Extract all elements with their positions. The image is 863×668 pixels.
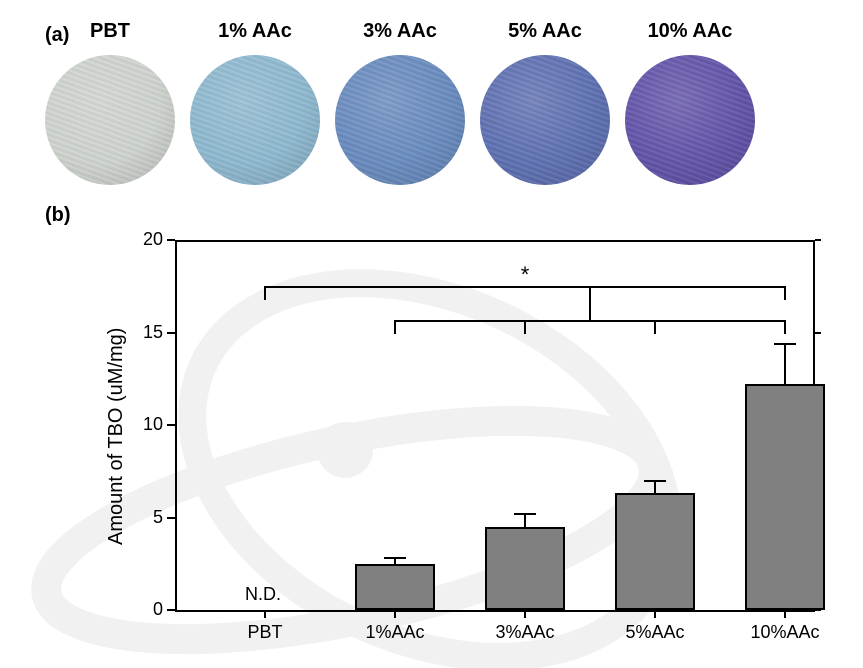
y-tick: [167, 332, 175, 334]
significance-drop: [654, 320, 656, 334]
significance-drop: [264, 286, 266, 300]
sample-swatch: [45, 55, 175, 185]
error-bar: [784, 344, 786, 385]
significance-drop: [784, 320, 786, 334]
x-tick: [784, 610, 786, 618]
x-tick-label: 10%AAc: [730, 622, 840, 643]
significance-riser: [589, 286, 591, 320]
x-tick: [524, 610, 526, 618]
significance-star: *: [515, 262, 535, 288]
bar-chart: 05101520Amount of TBO (uM/mg)PBTN.D.1%AA…: [175, 240, 815, 610]
y-tick: [167, 609, 175, 611]
x-tick-label: PBT: [210, 622, 320, 643]
bar: [355, 564, 435, 610]
nd-label: N.D.: [245, 584, 281, 605]
x-tick: [264, 610, 266, 618]
error-bar: [654, 481, 656, 494]
sample-swatch: [190, 55, 320, 185]
x-axis: [175, 610, 815, 612]
error-bar: [524, 514, 526, 527]
bar: [485, 527, 565, 610]
sample-swatch: [335, 55, 465, 185]
swatch-label: PBT: [40, 20, 180, 43]
y-tick-right: [815, 332, 821, 334]
x-tick: [394, 610, 396, 618]
y-axis-title: Amount of TBO (uM/mg): [105, 328, 128, 545]
y-tick: [167, 517, 175, 519]
significance-bracket: [395, 320, 785, 322]
swatch-label: 3% AAc: [330, 20, 470, 43]
swatch-label: 10% AAc: [620, 20, 760, 43]
y-tick: [167, 424, 175, 426]
x-tick-label: 1%AAc: [340, 622, 450, 643]
error-cap: [774, 343, 796, 345]
error-cap: [514, 513, 536, 515]
bar: [615, 493, 695, 610]
y-tick: [167, 239, 175, 241]
y-tick-label: 5: [127, 507, 163, 528]
y-tick-label: 10: [127, 414, 163, 435]
significance-drop: [394, 320, 396, 334]
significance-drop: [524, 320, 526, 334]
y-tick-label: 15: [127, 322, 163, 343]
error-cap: [384, 557, 406, 559]
error-cap: [644, 480, 666, 482]
y-tick-label: 20: [127, 229, 163, 250]
significance-drop: [784, 286, 786, 300]
x-tick-label: 5%AAc: [600, 622, 710, 643]
x-tick: [654, 610, 656, 618]
panel-b-label: (b): [45, 204, 71, 227]
sample-swatch: [625, 55, 755, 185]
figure-root: (a) PBT1% AAc3% AAc5% AAc10% AAc (b) 051…: [0, 0, 863, 668]
swatch-label: 1% AAc: [185, 20, 325, 43]
sample-swatch: [480, 55, 610, 185]
chart-frame-top: [175, 240, 815, 242]
swatch-label: 5% AAc: [475, 20, 615, 43]
y-axis: [175, 240, 177, 610]
y-tick-right: [815, 239, 821, 241]
y-tick-label: 0: [127, 599, 163, 620]
x-tick-label: 3%AAc: [470, 622, 580, 643]
bar: [745, 384, 825, 610]
